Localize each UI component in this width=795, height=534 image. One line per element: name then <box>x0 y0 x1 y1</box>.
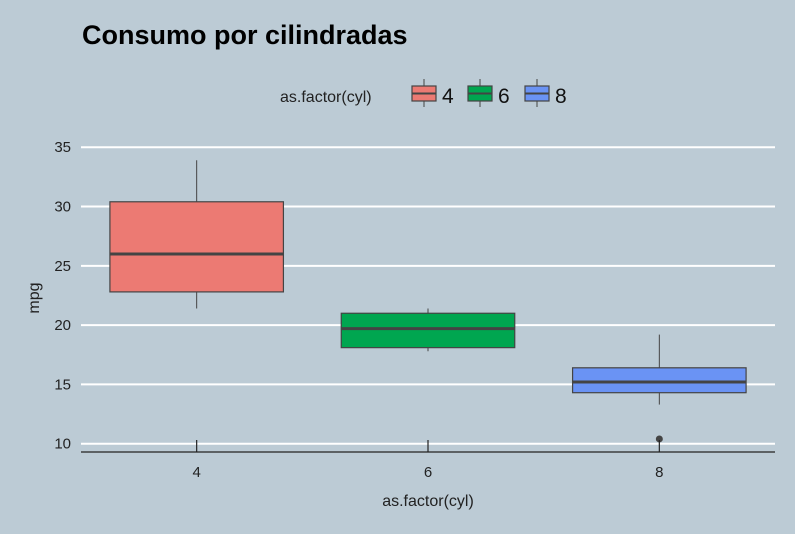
legend: as.factor(cyl) 4 6 8 <box>280 79 567 108</box>
box-rect-4 <box>109 201 285 293</box>
grid-lines <box>81 146 775 445</box>
legend-label-4: 4 <box>442 85 454 108</box>
x-tick-label-4: 4 <box>192 464 200 481</box>
box-rect-8 <box>571 367 747 394</box>
y-tick-label-15: 15 <box>54 376 71 393</box>
x-tick-label-8: 8 <box>655 464 663 481</box>
y-tick-label-30: 30 <box>54 199 71 216</box>
box-4 <box>109 160 285 309</box>
axes: 10 15 20 25 30 35 4 6 8 <box>54 139 775 481</box>
y-axis-title: mpg <box>26 282 43 313</box>
box-plots <box>109 160 747 443</box>
legend-label-8: 8 <box>555 85 567 108</box>
box-6 <box>340 308 516 352</box>
y-tick-label-35: 35 <box>54 139 71 156</box>
legend-item-6: 6 <box>467 79 510 108</box>
box-rect-6 <box>340 312 516 349</box>
outlier-point-8-0 <box>655 435 663 443</box>
box-8 <box>571 334 747 443</box>
legend-item-8: 8 <box>524 79 567 108</box>
legend-item-4: 4 <box>411 79 454 108</box>
y-tick-label-20: 20 <box>54 317 71 334</box>
y-tick-label-10: 10 <box>54 436 71 453</box>
legend-title: as.factor(cyl) <box>280 89 372 106</box>
chart-title: Consumo por cilindradas <box>82 20 408 50</box>
legend-label-6: 6 <box>498 85 510 108</box>
x-tick-label-6: 6 <box>424 464 432 481</box>
y-tick-label-25: 25 <box>54 258 71 275</box>
x-axis-title: as.factor(cyl) <box>382 493 474 510</box>
